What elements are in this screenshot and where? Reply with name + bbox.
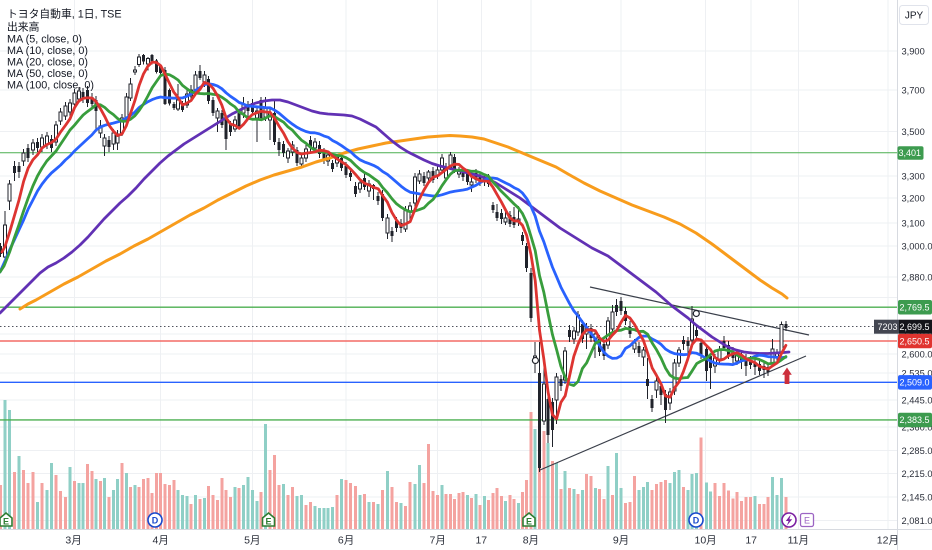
svg-text:2,081.0: 2,081.0 (902, 516, 932, 526)
svg-text:7203: 7203 (878, 322, 898, 332)
svg-text:12月: 12月 (877, 535, 899, 547)
svg-text:D: D (693, 516, 700, 526)
svg-text:2,509.0: 2,509.0 (899, 378, 929, 388)
svg-text:8月: 8月 (523, 535, 539, 547)
svg-text:3,300: 3,300 (902, 171, 925, 181)
svg-text:3,000.0: 3,000.0 (902, 241, 932, 251)
svg-text:2,600.0: 2,600.0 (902, 349, 932, 359)
svg-text:2,285.0: 2,285.0 (902, 446, 932, 456)
svg-text:5月: 5月 (244, 535, 260, 547)
svg-text:9月: 9月 (613, 535, 629, 547)
svg-text:2,880.0: 2,880.0 (902, 272, 932, 282)
svg-text:6月: 6月 (338, 535, 354, 547)
svg-text:E: E (265, 517, 271, 527)
svg-text:3,700: 3,700 (902, 85, 925, 95)
svg-text:3,500: 3,500 (902, 127, 925, 137)
svg-text:7月: 7月 (430, 535, 446, 547)
svg-text:出来高: 出来高 (7, 19, 40, 33)
svg-text:MA (10, close, 0): MA (10, close, 0) (7, 45, 88, 57)
svg-text:MA (100, close, 0): MA (100, close, 0) (7, 79, 94, 91)
svg-text:トヨタ自動車, 1日, TSE: トヨタ自動車, 1日, TSE (7, 6, 122, 20)
svg-text:3,200: 3,200 (902, 193, 925, 203)
svg-text:4月: 4月 (153, 535, 169, 547)
svg-text:3,100: 3,100 (902, 218, 925, 228)
svg-text:2,215.0: 2,215.0 (902, 469, 932, 479)
svg-text:E: E (3, 517, 9, 527)
svg-text:17: 17 (475, 535, 487, 547)
svg-text:2,360.0: 2,360.0 (902, 422, 932, 432)
svg-text:MA (5, close, 0): MA (5, close, 0) (7, 33, 82, 45)
svg-text:2,699.5: 2,699.5 (899, 322, 929, 332)
svg-text:2,650.5: 2,650.5 (899, 336, 929, 346)
svg-text:E: E (804, 516, 810, 526)
svg-text:2,445.0: 2,445.0 (902, 395, 932, 405)
svg-text:2,535.0: 2,535.0 (902, 368, 932, 378)
svg-text:D: D (152, 516, 159, 526)
svg-text:3月: 3月 (65, 535, 81, 547)
svg-text:2,769.5: 2,769.5 (899, 303, 929, 313)
svg-text:MA (20, close, 0): MA (20, close, 0) (7, 56, 88, 68)
svg-text:JPY: JPY (905, 11, 924, 22)
svg-text:E: E (526, 517, 532, 527)
svg-text:2,383.5: 2,383.5 (899, 415, 929, 425)
svg-text:MA (50, close, 0): MA (50, close, 0) (7, 68, 88, 80)
svg-text:11月: 11月 (788, 535, 809, 547)
svg-text:10月: 10月 (695, 535, 717, 547)
svg-text:2,145.0: 2,145.0 (902, 492, 932, 502)
svg-text:3,900: 3,900 (902, 46, 925, 56)
svg-text:17: 17 (745, 535, 757, 547)
svg-text:3,401: 3,401 (898, 148, 921, 158)
